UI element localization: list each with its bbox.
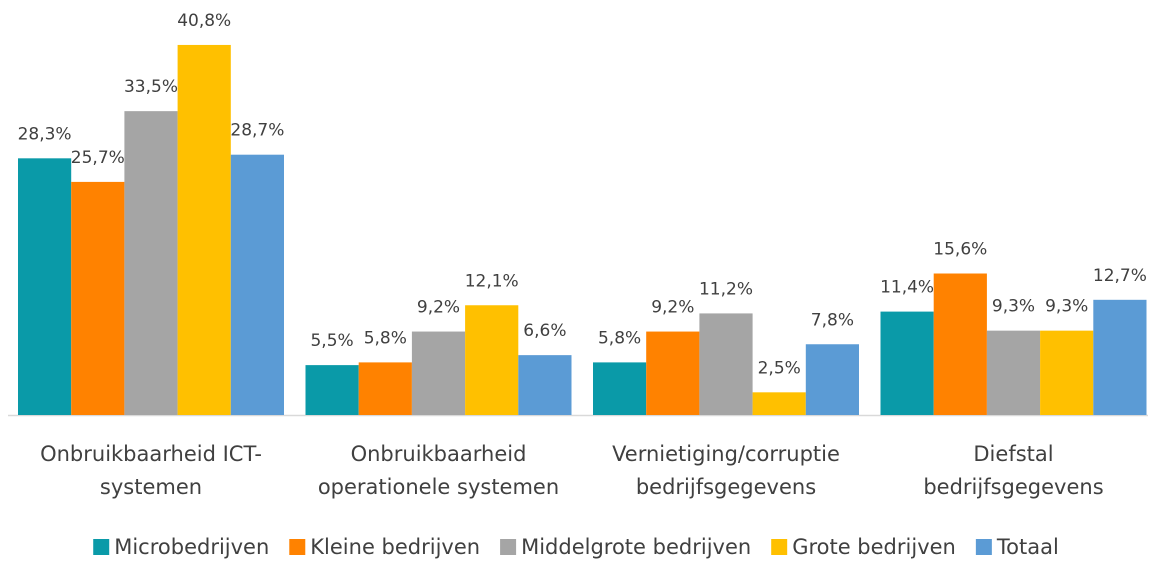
- value-label: 9,2%: [417, 298, 460, 318]
- x-tick-label: Onbruikbaarheid: [351, 442, 527, 466]
- legend-swatch: [289, 539, 306, 555]
- bar: [518, 355, 572, 415]
- value-label: 5,8%: [598, 328, 641, 348]
- legend-label: Kleine bedrijven: [310, 535, 480, 559]
- value-label: 6,6%: [523, 321, 566, 341]
- value-label: 9,2%: [651, 298, 694, 318]
- legend-label: Totaal: [996, 535, 1059, 559]
- x-tick-label: operationele systemen: [318, 475, 559, 499]
- value-label: 25,7%: [71, 148, 125, 168]
- legend-label: Middelgrote bedrijven: [521, 535, 751, 559]
- value-label: 28,7%: [230, 121, 284, 141]
- bar: [465, 305, 519, 415]
- x-tick-label: bedrijfsgegevens: [923, 475, 1103, 499]
- bar: [880, 311, 934, 415]
- value-label: 33,5%: [124, 77, 178, 97]
- legend-label: Microbedrijven: [114, 535, 269, 559]
- x-tick-label: Vernietiging/corruptie: [612, 442, 840, 466]
- value-label: 40,8%: [177, 11, 231, 31]
- bar: [752, 392, 806, 415]
- bar: [646, 331, 700, 415]
- bar: [699, 313, 753, 415]
- value-label: 5,8%: [364, 328, 407, 348]
- legend-swatch: [975, 539, 992, 555]
- bar: [177, 44, 231, 415]
- value-label: 12,1%: [465, 271, 519, 291]
- bar: [71, 181, 125, 415]
- x-tick-label: Diefstal: [973, 442, 1053, 466]
- value-label: 28,3%: [18, 124, 72, 144]
- x-tick-label: Onbruikbaarheid ICT-: [40, 442, 262, 466]
- value-label: 12,7%: [1093, 266, 1147, 286]
- value-label: 9,3%: [1045, 297, 1088, 317]
- value-label: 7,8%: [811, 310, 854, 330]
- bar: [933, 273, 987, 415]
- bar: [124, 111, 178, 415]
- bar: [18, 158, 72, 415]
- bar: [805, 344, 859, 415]
- bar: [986, 330, 1041, 415]
- bar: [593, 362, 647, 415]
- value-label: 11,4%: [880, 278, 934, 298]
- bar: [1093, 299, 1147, 415]
- value-label: 2,5%: [758, 358, 801, 378]
- value-label: 9,3%: [992, 297, 1035, 317]
- x-tick-label: bedrijfsgegevens: [636, 475, 816, 499]
- x-tick-label: systemen: [100, 475, 202, 499]
- bar: [1040, 330, 1094, 415]
- bar: [305, 365, 359, 415]
- legend-swatch: [500, 539, 517, 555]
- value-label: 5,5%: [310, 331, 353, 351]
- legend-label: Grote bedrijven: [792, 535, 956, 559]
- bar: [411, 331, 466, 415]
- value-label: 15,6%: [933, 240, 987, 260]
- bar: [230, 154, 284, 416]
- bar: [358, 362, 412, 415]
- legend-swatch: [93, 539, 110, 555]
- legend-swatch: [771, 539, 788, 555]
- value-label: 11,2%: [699, 279, 753, 299]
